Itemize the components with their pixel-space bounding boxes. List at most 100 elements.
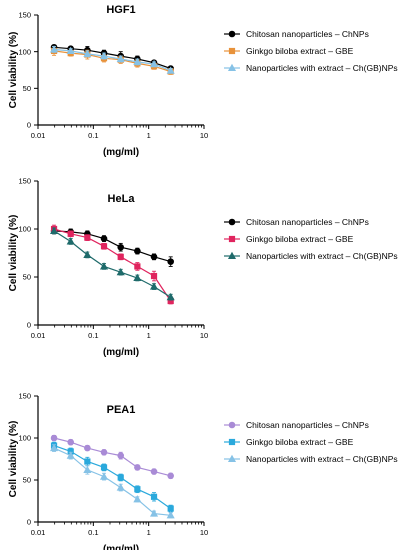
data-point bbox=[66, 237, 75, 245]
x-axis-label: (mg/ml) bbox=[103, 347, 139, 358]
legend-marker bbox=[227, 63, 237, 72]
data-point bbox=[133, 57, 142, 65]
data-point bbox=[66, 46, 75, 54]
x-tick-label: 0.01 bbox=[31, 331, 46, 340]
series-circle bbox=[50, 434, 174, 480]
legend-entry: Chitosan nanoparticles – ChNPs bbox=[224, 420, 369, 430]
y-tick-label: 50 bbox=[23, 84, 31, 93]
legend-marker bbox=[228, 235, 236, 243]
x-tick-label: 0.01 bbox=[31, 528, 46, 537]
data-point bbox=[134, 263, 141, 270]
data-point bbox=[134, 486, 141, 493]
legend-label: Ginkgo biloba extract – GBE bbox=[246, 437, 354, 447]
chart-title: HGF1 bbox=[106, 4, 135, 16]
data-point bbox=[150, 468, 158, 475]
legend-label: Chitosan nanoparticles – ChNPs bbox=[246, 217, 369, 227]
legend-entry: Nanoparticles with extract – Ch(GB)NPs bbox=[224, 63, 398, 73]
data-point bbox=[149, 509, 159, 517]
data-point bbox=[100, 235, 108, 242]
x-tick-label: 10 bbox=[200, 331, 208, 340]
x-tick-label: 1 bbox=[147, 131, 151, 140]
legend-marker bbox=[227, 251, 237, 260]
data-point bbox=[67, 230, 74, 237]
legend-marker bbox=[228, 30, 236, 38]
x-tick-label: 0.1 bbox=[88, 131, 98, 140]
series-triangle bbox=[49, 443, 175, 519]
data-point bbox=[150, 272, 158, 280]
data-point bbox=[166, 511, 175, 519]
legend-marker bbox=[227, 454, 237, 463]
x-tick-label: 1 bbox=[147, 528, 151, 537]
data-point bbox=[117, 253, 124, 260]
x-tick-label: 10 bbox=[200, 131, 208, 140]
x-tick-label: 10 bbox=[200, 528, 208, 537]
y-axis-label: Cell viability (%) bbox=[8, 215, 19, 292]
y-tick-label: 50 bbox=[23, 273, 31, 282]
series-line bbox=[53, 48, 171, 72]
legend-label: Chitosan nanoparticles – ChNPs bbox=[246, 29, 369, 39]
legend-marker bbox=[228, 438, 236, 446]
data-point bbox=[50, 434, 58, 442]
legend-label: Ginkgo biloba extract – GBE bbox=[246, 46, 354, 56]
legend-entry: Ginkgo biloba extract – GBE bbox=[224, 234, 354, 244]
data-point bbox=[84, 444, 91, 452]
data-point bbox=[149, 59, 159, 68]
legend-label: Nanoparticles with extract – Ch(GB)NPs bbox=[246, 454, 398, 464]
legend-marker bbox=[228, 47, 236, 55]
data-point bbox=[83, 49, 92, 57]
y-tick-label: 0 bbox=[27, 321, 31, 330]
y-tick-label: 150 bbox=[18, 392, 31, 401]
series-triangle bbox=[49, 45, 175, 74]
data-point bbox=[134, 464, 141, 471]
data-point bbox=[117, 243, 125, 251]
data-point bbox=[134, 247, 141, 255]
data-point bbox=[100, 464, 108, 471]
legend-marker bbox=[228, 421, 236, 429]
data-point bbox=[166, 66, 175, 74]
chart-panel-hgf1: HGF1 0 50 100 150 0.01 0.1 1 10 (mg/ml) Cell viabi… bbox=[8, 4, 398, 158]
data-point bbox=[83, 465, 92, 473]
y-tick-label: 150 bbox=[18, 177, 31, 186]
x-axis-label: (mg/ml) bbox=[103, 544, 139, 550]
data-point bbox=[116, 267, 125, 276]
data-point bbox=[67, 438, 75, 446]
data-point bbox=[84, 458, 91, 465]
data-point bbox=[66, 451, 75, 459]
data-point bbox=[117, 474, 124, 481]
series-triangle bbox=[49, 226, 175, 301]
data-point bbox=[99, 472, 109, 480]
data-point bbox=[100, 448, 108, 456]
legend-entry: Chitosan nanoparticles – ChNPs bbox=[224, 29, 369, 39]
data-point bbox=[116, 483, 125, 491]
data-point bbox=[99, 262, 109, 270]
x-tick-label: 1 bbox=[147, 331, 151, 340]
legend-entry: Ginkgo biloba extract – GBE bbox=[224, 437, 354, 447]
data-point bbox=[133, 495, 142, 503]
data-point bbox=[84, 234, 91, 241]
data-point bbox=[117, 452, 125, 459]
chart-panel-hela: HeLa 0 50 100 150 0.01 0.1 1 10 (mg/ml) Cell viabi… bbox=[8, 177, 398, 358]
legend-label: Chitosan nanoparticles – ChNPs bbox=[246, 420, 369, 430]
y-tick-label: 0 bbox=[27, 518, 31, 527]
x-axis-label: (mg/ml) bbox=[103, 147, 139, 158]
legend-label: Nanoparticles with extract – Ch(GB)NPs bbox=[246, 63, 398, 73]
legend-label: Ginkgo biloba extract – GBE bbox=[246, 234, 354, 244]
y-tick-label: 100 bbox=[18, 47, 31, 56]
legend-entry: Ginkgo biloba extract – GBE bbox=[224, 46, 354, 56]
data-point bbox=[150, 493, 158, 500]
data-point bbox=[49, 443, 59, 452]
legend-marker bbox=[228, 218, 236, 226]
data-point bbox=[167, 472, 174, 480]
x-tick-label: 0.01 bbox=[31, 131, 46, 140]
data-point bbox=[49, 226, 59, 234]
data-point bbox=[49, 45, 59, 53]
data-point bbox=[166, 292, 175, 301]
y-tick-label: 0 bbox=[27, 121, 31, 130]
data-point bbox=[150, 253, 158, 261]
y-tick-label: 100 bbox=[18, 225, 31, 234]
chart-panel-pea1: PEA1 0 50 100 150 0.01 0.1 1 10 (mg/ml) Cell viabi… bbox=[8, 392, 398, 550]
legend-entry: Nanoparticles with extract – Ch(GB)NPs bbox=[224, 251, 398, 261]
y-axis-label: Cell viability (%) bbox=[8, 421, 19, 498]
x-tick-label: 0.1 bbox=[88, 528, 98, 537]
data-point bbox=[149, 282, 159, 290]
